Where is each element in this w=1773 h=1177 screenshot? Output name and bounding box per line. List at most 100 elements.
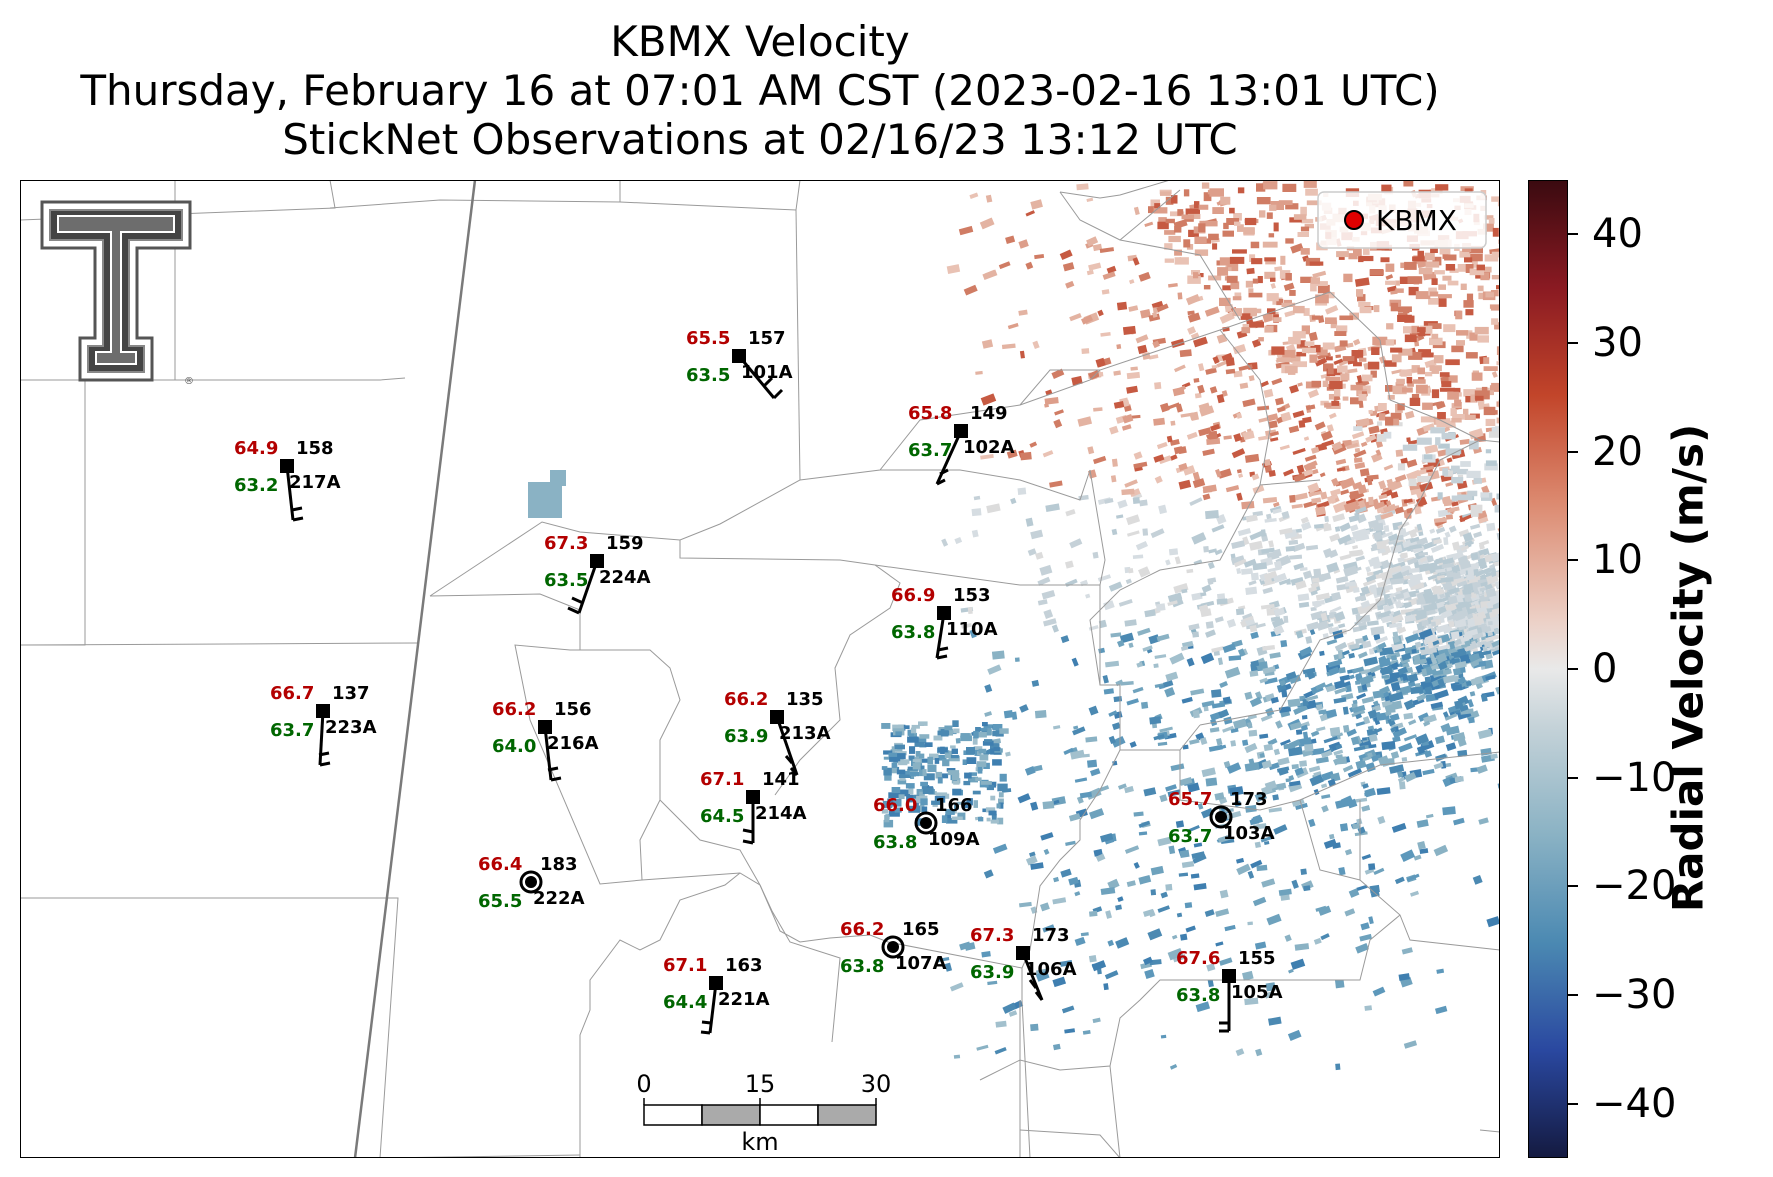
- radar-gate: [1315, 905, 1327, 912]
- radar-gate: [1085, 593, 1091, 599]
- radar-gate: [1435, 437, 1441, 446]
- radar-gate: [1194, 249, 1209, 256]
- radar-gate: [1282, 183, 1297, 192]
- radar-gate: [1281, 302, 1296, 307]
- radar-gate: [1394, 600, 1403, 609]
- radar-gate: [1232, 344, 1247, 355]
- radar-gate: [1265, 982, 1276, 992]
- radar-gate: [1435, 652, 1448, 664]
- radar-gate: [1222, 696, 1232, 704]
- radar-gate: [912, 795, 921, 799]
- radar-gate: [1431, 278, 1438, 285]
- radar-gate: [1456, 330, 1469, 336]
- radar-gate: [1346, 728, 1357, 737]
- radar-gate: [1164, 230, 1176, 235]
- radar-gate: [1275, 720, 1283, 729]
- radar-gate: [1273, 317, 1282, 322]
- radar-gate: [1042, 450, 1054, 458]
- radar-gate: [1129, 488, 1141, 498]
- radar-gate: [1110, 632, 1122, 638]
- radar-gate: [1279, 679, 1287, 687]
- radar-gate: [1406, 459, 1418, 468]
- radar-gate: [892, 724, 904, 731]
- radar-gate: [1352, 666, 1365, 674]
- radar-gate: [1035, 551, 1044, 560]
- radar-gate: [1422, 402, 1433, 410]
- station-marker: [1215, 811, 1227, 823]
- radar-gate: [1247, 721, 1253, 729]
- radar-gate: [980, 393, 997, 406]
- radar-gate: [1103, 688, 1115, 695]
- radar-gate: [1243, 307, 1257, 317]
- radar-gate: [1270, 201, 1284, 210]
- radar-gate: [1338, 667, 1346, 674]
- radar-gate: [1237, 224, 1244, 232]
- radar-gate: [1443, 324, 1456, 333]
- radar-gate: [1478, 817, 1489, 825]
- radar-gate: [1263, 743, 1274, 752]
- radar-gate: [1390, 613, 1404, 625]
- radar-gate: [1154, 682, 1166, 689]
- radar-gate: [1346, 442, 1359, 450]
- radar-gate: [1187, 312, 1201, 323]
- radar-gate: [1403, 712, 1414, 720]
- radar-gate: [1478, 559, 1488, 570]
- radar-gate: [1101, 289, 1110, 295]
- radar-gate: [1460, 283, 1467, 290]
- radar-gate: [1476, 764, 1488, 774]
- radar-gate: [1460, 545, 1470, 552]
- radar-gate: [990, 743, 1000, 749]
- radar-gate: [1173, 446, 1184, 455]
- radar-gate: [1268, 1016, 1282, 1026]
- radar-gate: [1421, 619, 1429, 627]
- radar-gate: [1382, 584, 1394, 592]
- legend-label: KBMX: [1376, 204, 1457, 237]
- radar-gate: [1311, 497, 1322, 504]
- radar-gate: [1153, 207, 1168, 214]
- wind-barb-flag: [1028, 979, 1038, 989]
- radar-gate: [1491, 638, 1500, 648]
- radar-gate: [1074, 777, 1088, 783]
- radar-gate: [1450, 631, 1460, 640]
- radar-gate: [1262, 496, 1278, 504]
- radar-gate: [1425, 261, 1440, 268]
- wind-barb-flag: [742, 828, 754, 834]
- radar-gate: [1279, 527, 1293, 535]
- radar-gate: [1342, 356, 1355, 362]
- radar-gate: [1485, 460, 1497, 466]
- radar-gate: [983, 724, 996, 729]
- radar-gate: [1321, 794, 1331, 800]
- radar-gate: [1005, 751, 1011, 757]
- radar-gate: [908, 786, 914, 794]
- radar-gate: [1202, 220, 1218, 227]
- radar-gate: [1204, 306, 1220, 317]
- radar-gate: [1480, 581, 1488, 587]
- radar-gate: [1064, 1028, 1076, 1034]
- radar-gate: [1276, 766, 1290, 773]
- radar-gate: [1485, 587, 1497, 598]
- radar-gate: [1170, 211, 1185, 217]
- station-marker: [770, 710, 784, 724]
- radar-gate: [1433, 762, 1444, 770]
- radar-gate: [1017, 487, 1027, 495]
- radar-gate: [1322, 380, 1329, 387]
- radar-gate: [1248, 758, 1255, 766]
- radar-gate: [1310, 730, 1320, 737]
- radar-gate: [1089, 910, 1098, 917]
- radar-gate: [1474, 569, 1485, 578]
- radar-gate: [1480, 694, 1488, 702]
- radar-gate: [1437, 412, 1446, 420]
- radar-gate: [1226, 762, 1242, 774]
- radar-gate: [1340, 489, 1350, 496]
- radar-gate: [1403, 1040, 1418, 1049]
- radar-gate: [1201, 807, 1214, 819]
- radar-gate: [1460, 666, 1466, 674]
- scale-label-15: 15: [745, 1070, 776, 1098]
- radar-gate: [1384, 603, 1395, 612]
- radar-gate: [1303, 436, 1310, 441]
- radar-gate: [1360, 600, 1371, 609]
- radar-gate: [1130, 366, 1138, 371]
- radar-gate: [1353, 449, 1367, 459]
- radar-gate: [1154, 382, 1162, 390]
